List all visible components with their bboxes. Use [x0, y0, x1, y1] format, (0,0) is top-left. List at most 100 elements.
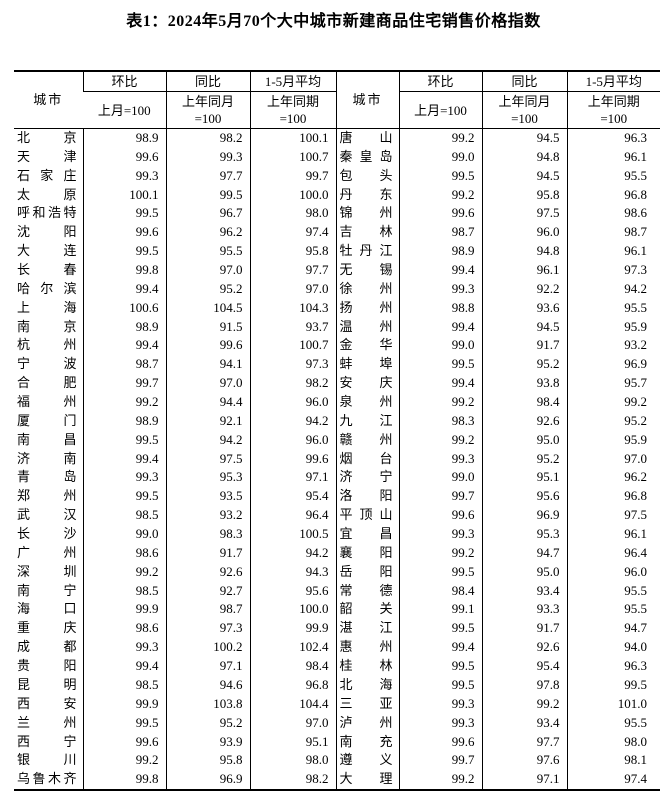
mom-cell-right: 99.2 [398, 543, 482, 563]
yoy-cell-left: 95.2 [165, 713, 250, 733]
city-name: 青岛 [17, 469, 77, 485]
yoy-cell-right: 95.8 [481, 185, 567, 205]
yoy-cell-left: 98.3 [165, 525, 250, 544]
table-row: 天津 99.6 99.3 100.7 秦皇岛 99.0 94.8 96.1 [14, 147, 660, 167]
table-row: 青岛 99.3 95.3 97.1 济宁 99.0 95.1 96.2 [14, 468, 660, 488]
table-row: 石家庄 99.3 97.7 99.7 包头 99.5 94.5 95.5 [14, 166, 660, 186]
yoy-cell-right: 93.6 [481, 298, 567, 318]
mom-cell-right: 99.2 [398, 430, 482, 450]
city-cell-right: 烟台 [335, 449, 399, 469]
mom-cell-left: 99.2 [82, 393, 166, 412]
avg-cell-right: 94.2 [566, 279, 660, 299]
city-cell-left: 贵阳 [14, 657, 83, 676]
mom-cell-left: 99.7 [82, 374, 166, 394]
city-name: 大连 [17, 243, 77, 259]
city-name: 宜昌 [339, 526, 393, 542]
mom-cell-left: 99.9 [82, 600, 166, 620]
mom-cell-right: 99.2 [398, 393, 482, 412]
city-cell-right: 平顶山 [335, 506, 399, 526]
table-row: 广州 98.6 91.7 94.2 襄阳 99.2 94.7 96.4 [14, 543, 660, 563]
avg-cell-right: 101.0 [566, 694, 660, 714]
yoy-cell-right: 94.7 [481, 543, 567, 563]
avg-cell-left: 97.1 [249, 468, 336, 488]
header-city-right: 城市 [335, 71, 399, 129]
yoy-cell-left: 92.7 [165, 581, 250, 601]
mom-cell-left: 99.4 [82, 336, 166, 356]
city-name: 无锡 [339, 262, 393, 278]
city-name: 杭州 [17, 337, 77, 353]
city-cell-left: 南昌 [14, 431, 83, 450]
table-row: 昆明 98.5 94.6 96.8 北海 99.5 97.8 99.5 [14, 675, 660, 695]
table-row: 沈阳 99.6 96.2 97.4 吉林 98.7 96.0 98.7 [14, 223, 660, 243]
yoy-cell-right: 93.4 [481, 713, 567, 733]
mom-cell-right: 99.3 [398, 449, 482, 469]
mom-cell-left: 99.6 [82, 147, 166, 167]
table-row: 上海 100.6 104.5 104.3 扬州 98.8 93.6 95.5 [14, 298, 660, 318]
city-name: 福州 [17, 394, 77, 410]
city-name: 宁波 [17, 356, 77, 372]
city-cell-right: 遵义 [335, 751, 399, 771]
table-row: 南京 98.9 91.5 93.7 温州 99.4 94.5 95.9 [14, 317, 660, 337]
city-name: 遵义 [339, 752, 393, 768]
city-name: 北京 [17, 130, 77, 145]
yoy-cell-right: 93.4 [481, 581, 567, 601]
yoy-cell-right: 95.2 [481, 449, 567, 469]
avg-cell-left: 95.1 [249, 732, 336, 752]
avg-cell-left: 97.4 [249, 223, 336, 243]
city-cell-right: 吉林 [335, 223, 399, 243]
avg-cell-left: 93.7 [249, 317, 336, 337]
city-cell-right: 韶关 [335, 600, 399, 620]
avg-cell-left: 98.0 [249, 204, 336, 224]
avg-cell-right: 94.7 [566, 619, 660, 639]
mom-cell-right: 99.3 [398, 279, 482, 299]
yoy-cell-left: 95.8 [165, 751, 250, 771]
city-cell-left: 成都 [14, 638, 83, 657]
city-name: 湛江 [339, 620, 393, 636]
table-row: 长春 99.8 97.0 97.7 无锡 99.4 96.1 97.3 [14, 261, 660, 280]
city-cell-left: 上海 [14, 299, 83, 318]
yoy-cell-left: 96.2 [165, 223, 250, 243]
city-name: 吉林 [339, 224, 393, 240]
city-name: 包头 [339, 167, 393, 183]
yoy-cell-left: 104.5 [165, 298, 250, 318]
table-header: 城市 环比 同比 1-5月平均 城市 环比 同比 1-5月平均 上月=100 上… [14, 71, 660, 129]
city-name: 丹东 [339, 186, 393, 202]
city-name: 赣州 [339, 431, 393, 447]
table-row: 海口 99.9 98.7 100.0 韶关 99.1 93.3 95.5 [14, 600, 660, 620]
yoy-cell-right: 91.7 [481, 336, 567, 356]
city-cell-right: 北海 [335, 675, 399, 695]
mom-cell-left: 98.7 [82, 355, 166, 375]
yoy-cell-right: 94.5 [481, 128, 567, 148]
header-avg-left: 1-5月平均 [249, 71, 336, 92]
avg-cell-right: 96.8 [566, 487, 660, 507]
table-body: 北京 98.9 98.2 100.1 唐山 99.2 94.5 96.3 天津 99.6 99.3 1… [14, 128, 660, 791]
mom-cell-right: 98.7 [398, 223, 482, 243]
avg-cell-left: 96.0 [249, 393, 336, 412]
city-name: 桂林 [339, 658, 393, 674]
yoy-cell-left: 97.7 [165, 166, 250, 186]
avg-cell-right: 96.1 [566, 525, 660, 544]
yoy-cell-right: 94.8 [481, 147, 567, 167]
yoy-cell-right: 93.3 [481, 600, 567, 620]
city-name: 泉州 [339, 394, 393, 410]
mom-cell-left: 99.8 [82, 261, 166, 280]
city-name: 郑州 [17, 488, 77, 504]
mom-cell-right: 99.3 [398, 525, 482, 544]
yoy-cell-right: 91.7 [481, 619, 567, 639]
mom-cell-left: 99.5 [82, 204, 166, 224]
city-cell-right: 洛阳 [335, 487, 399, 507]
yoy-cell-left: 98.2 [165, 128, 250, 148]
city-cell-left: 杭州 [14, 336, 83, 355]
city-name: 岳阳 [339, 563, 393, 579]
city-name: 平顶山 [339, 507, 393, 523]
yoy-cell-left: 97.0 [165, 261, 250, 280]
city-cell-right: 赣州 [335, 430, 399, 450]
avg-cell-right: 95.9 [566, 430, 660, 450]
yoy-cell-right: 94.5 [481, 166, 567, 186]
mom-cell-right: 99.5 [398, 657, 482, 676]
yoy-cell-left: 91.5 [165, 317, 250, 337]
header-yoy-base-right: 上年同月 =100 [481, 91, 567, 129]
city-name: 重庆 [17, 620, 77, 636]
mom-cell-left: 98.9 [82, 128, 166, 148]
avg-cell-left: 98.2 [249, 770, 336, 791]
